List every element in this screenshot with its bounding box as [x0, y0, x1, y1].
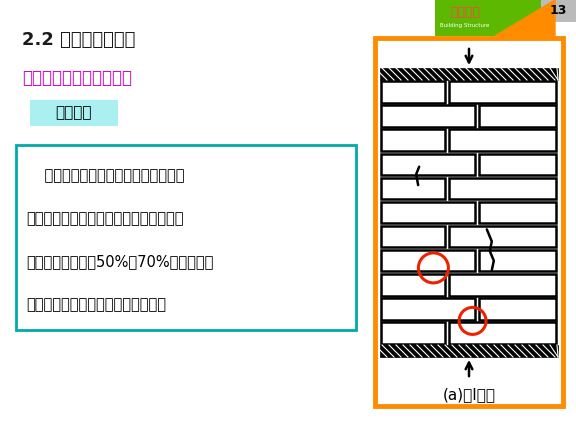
- Text: Building Structure: Building Structure: [440, 22, 490, 28]
- Text: 2.2 砌体的受压性能: 2.2 砌体的受压性能: [22, 31, 135, 49]
- Text: 荷载不增加，裂缝也不会继续扩大。: 荷载不增加，裂缝也不会继续扩大。: [26, 297, 166, 312]
- Bar: [449, 130, 555, 151]
- Bar: [449, 178, 555, 199]
- Bar: [449, 274, 555, 295]
- Bar: [381, 202, 475, 223]
- Bar: [449, 322, 555, 344]
- Bar: [381, 298, 475, 320]
- Bar: [380, 345, 558, 357]
- Text: 一、砌体的受压破坏特征: 一、砌体的受压破坏特征: [22, 69, 132, 87]
- Bar: [435, 0, 555, 36]
- Text: 出现第一条（或第一批）裂缝时的荷载约: 出现第一条（或第一批）裂缝时的荷载约: [26, 211, 184, 226]
- Text: 从砌体开始受压到单块砖出现裂缝。: 从砌体开始受压到单块砖出现裂缝。: [26, 168, 184, 183]
- Text: 第一阶段: 第一阶段: [56, 105, 92, 121]
- Bar: [375, 38, 563, 406]
- Bar: [381, 130, 445, 151]
- Bar: [381, 105, 475, 127]
- Text: 为砌体极限荷载的50%～70%，此时如果: 为砌体极限荷载的50%～70%，此时如果: [26, 254, 213, 269]
- Bar: [479, 250, 555, 271]
- Bar: [479, 105, 555, 127]
- Bar: [381, 178, 445, 199]
- Bar: [381, 250, 475, 271]
- Bar: [449, 81, 555, 103]
- Bar: [479, 153, 555, 175]
- Bar: [380, 68, 558, 80]
- Bar: [381, 153, 475, 175]
- Bar: [30, 100, 118, 126]
- Bar: [449, 226, 555, 248]
- Text: 13: 13: [550, 4, 567, 18]
- Bar: [479, 202, 555, 223]
- Bar: [479, 298, 555, 320]
- Polygon shape: [495, 0, 555, 36]
- Bar: [381, 81, 445, 103]
- Bar: [16, 145, 356, 330]
- Bar: [381, 226, 445, 248]
- Bar: [381, 274, 445, 295]
- Text: (a)第Ⅰ阶段: (a)第Ⅰ阶段: [442, 387, 495, 402]
- Text: 建筑结构: 建筑结构: [450, 6, 480, 19]
- Bar: [381, 322, 445, 344]
- Bar: [541, 0, 576, 22]
